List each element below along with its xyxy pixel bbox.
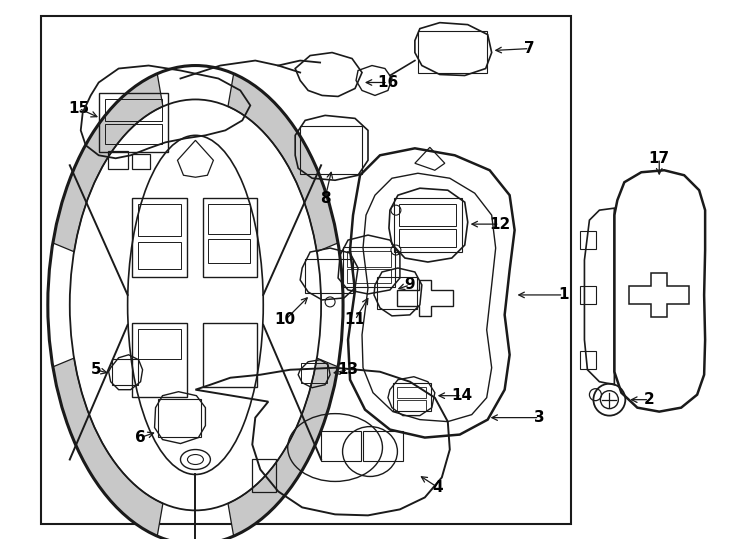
Text: 12: 12 (489, 217, 510, 232)
Text: 9: 9 (404, 278, 415, 293)
Text: 4: 4 (432, 480, 443, 495)
Polygon shape (53, 358, 163, 536)
Text: 14: 14 (451, 388, 472, 403)
Text: 11: 11 (344, 312, 366, 327)
Text: 16: 16 (377, 75, 399, 90)
Text: 8: 8 (320, 191, 330, 206)
Text: 15: 15 (68, 101, 90, 116)
Polygon shape (228, 358, 338, 536)
Polygon shape (228, 73, 338, 252)
Text: 13: 13 (338, 362, 359, 377)
Text: 7: 7 (524, 41, 535, 56)
Polygon shape (53, 73, 163, 252)
Text: 5: 5 (90, 362, 101, 377)
Text: 10: 10 (275, 312, 296, 327)
Text: 2: 2 (644, 392, 655, 407)
Text: 3: 3 (534, 410, 545, 425)
Text: 17: 17 (649, 151, 670, 166)
Text: 1: 1 (559, 287, 569, 302)
Text: 6: 6 (135, 430, 146, 445)
